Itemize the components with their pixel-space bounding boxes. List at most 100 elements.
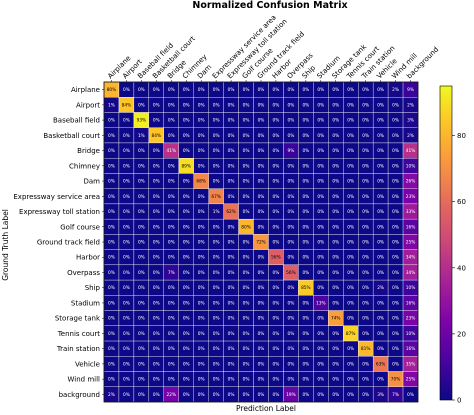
cell-value-label: 0% [362,209,369,215]
cell-value-label: 0% [228,148,235,154]
cell-value-label: 0% [138,148,145,154]
cell-value-label: 0% [228,316,235,322]
cell-value-label: 0% [138,224,145,230]
cell-value-label: 0% [108,270,115,276]
cell-value-label: 0% [123,316,130,322]
cell-value-label: 0% [362,240,369,246]
cell-value-label: 0% [243,331,250,337]
cell-value-label: 35% [406,361,416,367]
cell-value-label: 0% [228,224,235,230]
colorbar [439,85,453,401]
cell-value-label: 0% [138,392,145,398]
cell-value-label: 0% [198,300,205,306]
y-tick-label: Storage tank [55,315,101,323]
cell-value-label: 0% [273,270,280,276]
cell-value-label: 0% [317,346,324,352]
cell-value-label: 0% [123,377,130,383]
cell-value-label: 0% [213,316,220,322]
cell-value-label: 0% [273,346,280,352]
cell-value-label: 0% [392,148,399,154]
cell-value-label: 0% [123,163,130,169]
cell-value-label: 0% [183,133,190,139]
cell-value-label: 0% [273,209,280,215]
cell-value-label: 0% [198,194,205,200]
cell-value-label: 0% [362,194,369,200]
cell-value-label: 0% [183,316,190,322]
cell-value-label: 0% [273,331,280,337]
cell-value-label: 10% [406,331,416,337]
cell-value-label: 0% [347,392,354,398]
cell-value-label: 0% [392,255,399,261]
cell-value-label: 0% [213,285,220,291]
cell-value-label: 0% [273,300,280,306]
cell-value-label: 0% [258,118,265,124]
cell-value-label: 0% [287,224,294,230]
cell-value-label: 0% [183,255,190,261]
cell-value-label: 0% [228,133,235,139]
cell-value-label: 0% [243,316,250,322]
cell-value-label: 0% [317,148,324,154]
cell-value-label: 0% [317,179,324,185]
cell-value-label: 0% [317,209,324,215]
cell-value-label: 0% [168,179,175,185]
cell-value-label: 0% [362,331,369,337]
cell-value-label: 0% [287,285,294,291]
cell-value-label: 0% [183,194,190,200]
cell-value-label: 0% [302,102,309,108]
cell-value-label: 0% [347,377,354,383]
cell-value-label: 0% [332,194,339,200]
cell-value-label: 0% [392,194,399,200]
cell-value-label: 9% [407,87,414,93]
cell-value-label: 0% [138,163,145,169]
cell-value-label: 0% [317,224,324,230]
cell-value-label: 1% [138,133,145,139]
cell-value-label: 0% [302,331,309,337]
cell-value-label: 0% [377,133,384,139]
cell-value-label: 0% [123,300,130,306]
cell-value-label: 0% [153,331,160,337]
cell-value-label: 0% [392,240,399,246]
cell-value-label: 0% [347,346,354,352]
cell-value-label: 0% [287,133,294,139]
cell-value-label: 0% [317,270,324,276]
cell-value-label: 0% [243,300,250,306]
y-tick-label: Wind mill [68,376,101,384]
cell-value-label: 56% [286,270,296,276]
cell-value-label: 0% [302,87,309,93]
cell-value-label: 0% [153,118,160,124]
cell-value-label: 0% [392,300,399,306]
cell-value-label: 0% [392,118,399,124]
cell-value-label: 68% [196,179,206,185]
cell-value-label: 0% [153,316,160,322]
cell-value-label: 7% [168,270,175,276]
cell-value-label: 0% [153,148,160,154]
cell-value-label: 0% [392,346,399,352]
cell-value-label: 0% [228,392,235,398]
cell-value-label: 0% [228,194,235,200]
cell-value-label: 0% [138,209,145,215]
cell-value-label: 0% [123,194,130,200]
cell-value-label: 19% [286,392,296,398]
cell-value-label: 0% [123,148,130,154]
cell-value-label: 0% [332,346,339,352]
cell-value-label: 2% [377,285,384,291]
cell-value-label: 0% [347,87,354,93]
cell-value-label: 0% [183,179,190,185]
cell-value-label: 0% [377,377,384,383]
colorbar-tick-label: 40 [457,264,466,272]
cell-value-label: 0% [273,133,280,139]
cell-value-label: 84% [122,102,132,108]
cell-value-label: 0% [108,377,115,383]
cell-value-label: 0% [302,148,309,154]
cell-value-label: 0% [153,361,160,367]
y-tick-label: Bridge [77,147,100,155]
y-tick-label: Baseball field [53,117,100,125]
cell-value-label: 0% [123,87,130,93]
y-tick-label: Chimney [69,162,100,170]
cell-value-label: 0% [168,240,175,246]
cell-value-label: 0% [183,240,190,246]
cell-value-label: 0% [228,377,235,383]
cell-value-label: 0% [317,87,324,93]
cell-value-label: 0% [153,377,160,383]
cell-value-label: 0% [108,285,115,291]
